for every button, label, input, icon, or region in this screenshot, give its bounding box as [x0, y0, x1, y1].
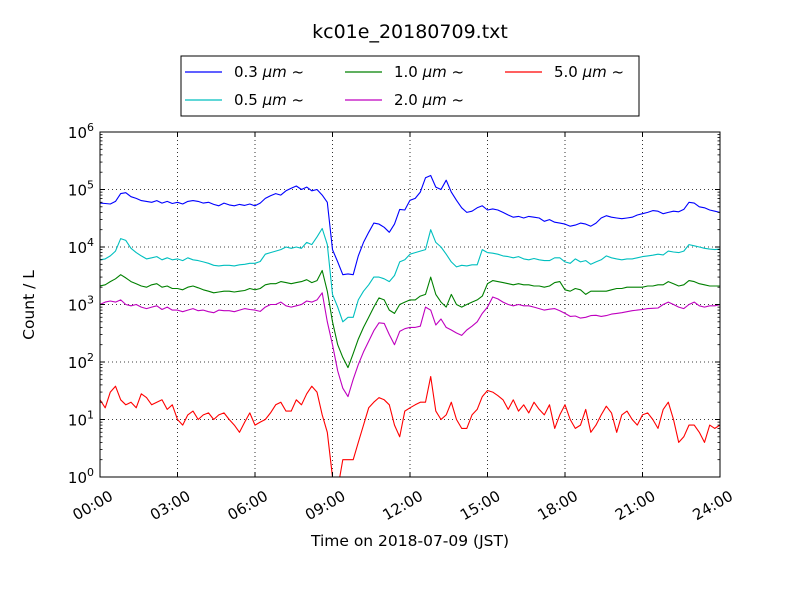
legend-label-0-3: 0.3 μm ~ [234, 63, 304, 81]
y-tick-label: 102 [68, 351, 94, 372]
legend-label-1-0: 1.0 μm ~ [394, 63, 464, 81]
legend-label-5-0: 5.0 μm ~ [554, 63, 624, 81]
chart-title: kc01e_20180709.txt [312, 21, 508, 43]
legend-label-2-0: 2.0 μm ~ [394, 91, 464, 109]
legend-label-0-5: 0.5 μm ~ [234, 91, 304, 109]
plot-area [100, 174, 720, 477]
grid [100, 132, 720, 477]
y-tick-label: 105 [68, 179, 94, 200]
legend: 0.3 μm ~ 1.0 μm ~ 5.0 μm ~ 0.5 μm ~ 2.0 μm ~ [180, 55, 640, 117]
series-line-0-3 [100, 174, 720, 276]
y-axis-label: Count / L [20, 270, 38, 340]
series-line-2-0 [100, 292, 720, 398]
series-line-1-0 [100, 269, 720, 369]
series-line-0-5 [100, 227, 720, 323]
y-tick-label: 100 [68, 466, 94, 487]
legend-box [180, 55, 640, 117]
x-axis-label: Time on 2018-07-09 (JST) [310, 532, 509, 550]
y-tick-label: 101 [68, 409, 94, 430]
y-tick-label: 104 [68, 236, 94, 257]
series-line-5-0 [100, 375, 720, 477]
y-tick-label: 103 [68, 294, 94, 315]
y-tick-label: 106 [68, 121, 94, 142]
